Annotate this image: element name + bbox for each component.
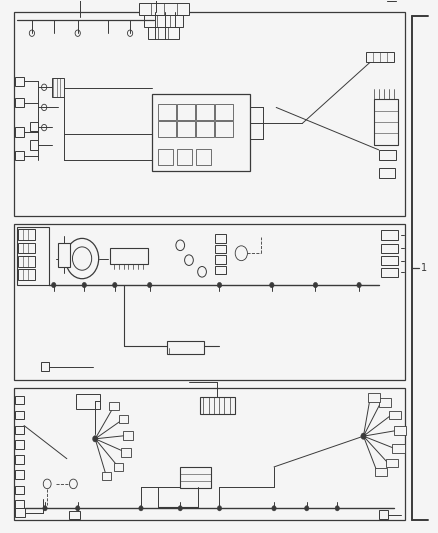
Bar [378,168,394,179]
Bar [118,415,128,423]
Bar [123,431,132,440]
Text: 1: 1 [420,263,426,273]
Circle shape [313,282,317,288]
Bar [167,341,204,354]
Circle shape [334,506,339,511]
Bar [380,256,397,265]
Circle shape [356,282,360,288]
Bar [109,402,118,410]
Circle shape [217,282,221,288]
Bar [75,394,99,409]
Bar [158,104,176,119]
Bar [196,104,213,119]
Bar [15,151,24,160]
Circle shape [269,282,273,288]
Bar [393,426,405,435]
Bar [15,455,24,464]
Bar [380,230,397,240]
Bar [41,362,49,371]
Bar [177,121,194,137]
Bar [15,440,24,449]
Bar [15,127,24,136]
Bar [58,243,70,266]
Bar [378,511,388,519]
Bar [14,224,404,381]
Bar [17,227,49,285]
Bar [388,411,400,419]
Bar [177,104,194,119]
Circle shape [75,506,80,511]
Circle shape [271,506,276,511]
Bar [30,140,39,150]
Bar [215,245,226,253]
Circle shape [360,433,365,439]
Circle shape [138,506,143,511]
Circle shape [113,282,117,288]
Bar [18,256,35,266]
Circle shape [217,506,221,511]
Bar [15,486,24,495]
Circle shape [51,282,56,288]
Bar [196,121,213,137]
Bar [158,121,176,137]
Bar [180,467,210,488]
Bar [121,448,131,457]
Bar [152,94,250,171]
Bar [392,444,404,453]
Bar [15,425,24,434]
Bar [378,150,395,160]
Bar [110,248,147,264]
Bar [196,149,211,165]
Circle shape [82,282,86,288]
Bar [215,104,233,119]
Bar [14,389,404,520]
Bar [15,98,24,108]
Bar [387,0,395,2]
Bar [215,121,233,137]
Bar [215,234,226,243]
Bar [158,149,173,165]
Bar [144,14,183,27]
Circle shape [92,435,98,442]
Bar [374,100,397,144]
Bar [15,508,25,517]
Bar [14,12,404,216]
Circle shape [147,282,152,288]
Bar [30,122,39,131]
Bar [15,77,24,86]
Circle shape [304,506,308,511]
Bar [215,255,226,264]
Bar [385,458,397,467]
Bar [15,500,24,508]
Bar [15,411,24,419]
Bar [18,269,35,280]
Bar [367,393,379,401]
Bar [199,397,234,414]
Bar [15,396,24,405]
Bar [113,463,123,471]
Bar [380,268,397,277]
Bar [215,266,226,274]
Bar [148,27,179,38]
Bar [15,470,24,479]
Bar [380,244,397,253]
Bar [138,3,188,14]
Circle shape [43,506,47,511]
Bar [18,243,35,253]
Bar [378,398,390,407]
Bar [365,52,393,62]
Bar [69,511,80,520]
Bar [177,149,192,165]
Bar [51,78,64,97]
Circle shape [178,506,182,511]
Bar [374,468,386,477]
Bar [101,472,111,480]
Bar [18,229,35,240]
